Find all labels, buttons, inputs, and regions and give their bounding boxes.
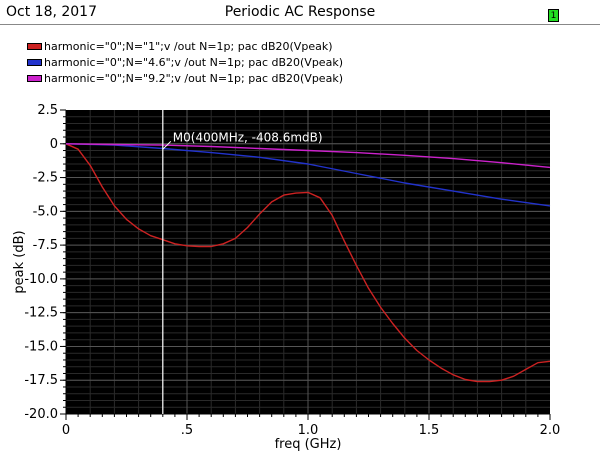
series-line bbox=[65, 143, 551, 169]
y-tick-label: -15.0 bbox=[24, 339, 58, 354]
header-divider bbox=[0, 24, 600, 25]
ticks: 0 .5 1.0 1.5 2.0 2.5 0 -2.5 -5.0 -7.5 -10.0 -12.5 -1… bbox=[24, 103, 560, 438]
y-axis-label: peak (dB) bbox=[12, 230, 27, 293]
marker-pointer bbox=[162, 140, 172, 150]
y-tick-label: 0 bbox=[50, 137, 58, 152]
legend-item[interactable]: harmonic="0";N="1";v /out N=1p; pac dB20… bbox=[27, 38, 343, 54]
legend: harmonic="0";N="1";v /out N=1p; pac dB20… bbox=[27, 38, 343, 86]
series bbox=[65, 143, 551, 383]
legend-swatch bbox=[27, 58, 42, 66]
series-line bbox=[65, 143, 551, 207]
legend-swatch bbox=[27, 42, 42, 50]
x-tick-label: 1.5 bbox=[419, 423, 440, 438]
y-tick-label: -7.5 bbox=[33, 238, 58, 253]
grid bbox=[66, 110, 550, 414]
subwindow-badge[interactable]: 1 bbox=[548, 9, 559, 22]
x-tick-label: .5 bbox=[181, 423, 193, 438]
legend-swatch bbox=[27, 74, 42, 82]
legend-label: harmonic="0";N="4.6";v /out N=1p; pac dB… bbox=[44, 55, 343, 69]
x-tick-label: 2.0 bbox=[540, 423, 561, 438]
y-tick-label: 2.5 bbox=[37, 103, 58, 118]
y-tick-label: -20.0 bbox=[24, 407, 58, 422]
marker-label: M0(400MHz, -408.6mdB) bbox=[173, 130, 323, 144]
plot-title: Periodic AC Response bbox=[224, 4, 376, 20]
y-tick-label: -10.0 bbox=[24, 272, 58, 287]
x-tick-label: 0 bbox=[62, 423, 70, 438]
legend-label: harmonic="0";N="1";v /out N=1p; pac dB20… bbox=[44, 39, 333, 53]
x-tick-label: 1.0 bbox=[298, 423, 319, 438]
marker: M0(400MHz, -408.6mdB) bbox=[162, 110, 323, 414]
legend-label: harmonic="0";N="9.2";v /out N=1p; pac dB… bbox=[44, 71, 343, 85]
y-tick-label: -2.5 bbox=[33, 171, 58, 186]
plot-date: Oct 18, 2017 bbox=[6, 4, 97, 20]
legend-item[interactable]: harmonic="0";N="4.6";v /out N=1p; pac dB… bbox=[27, 54, 343, 70]
y-tick-label: -17.5 bbox=[24, 373, 58, 388]
legend-item[interactable]: harmonic="0";N="9.2";v /out N=1p; pac dB… bbox=[27, 70, 343, 86]
series-line bbox=[65, 143, 551, 383]
x-axis-label: freq (GHz) bbox=[275, 437, 342, 452]
y-tick-label: -12.5 bbox=[24, 306, 58, 321]
y-tick-label: -5.0 bbox=[33, 204, 58, 219]
